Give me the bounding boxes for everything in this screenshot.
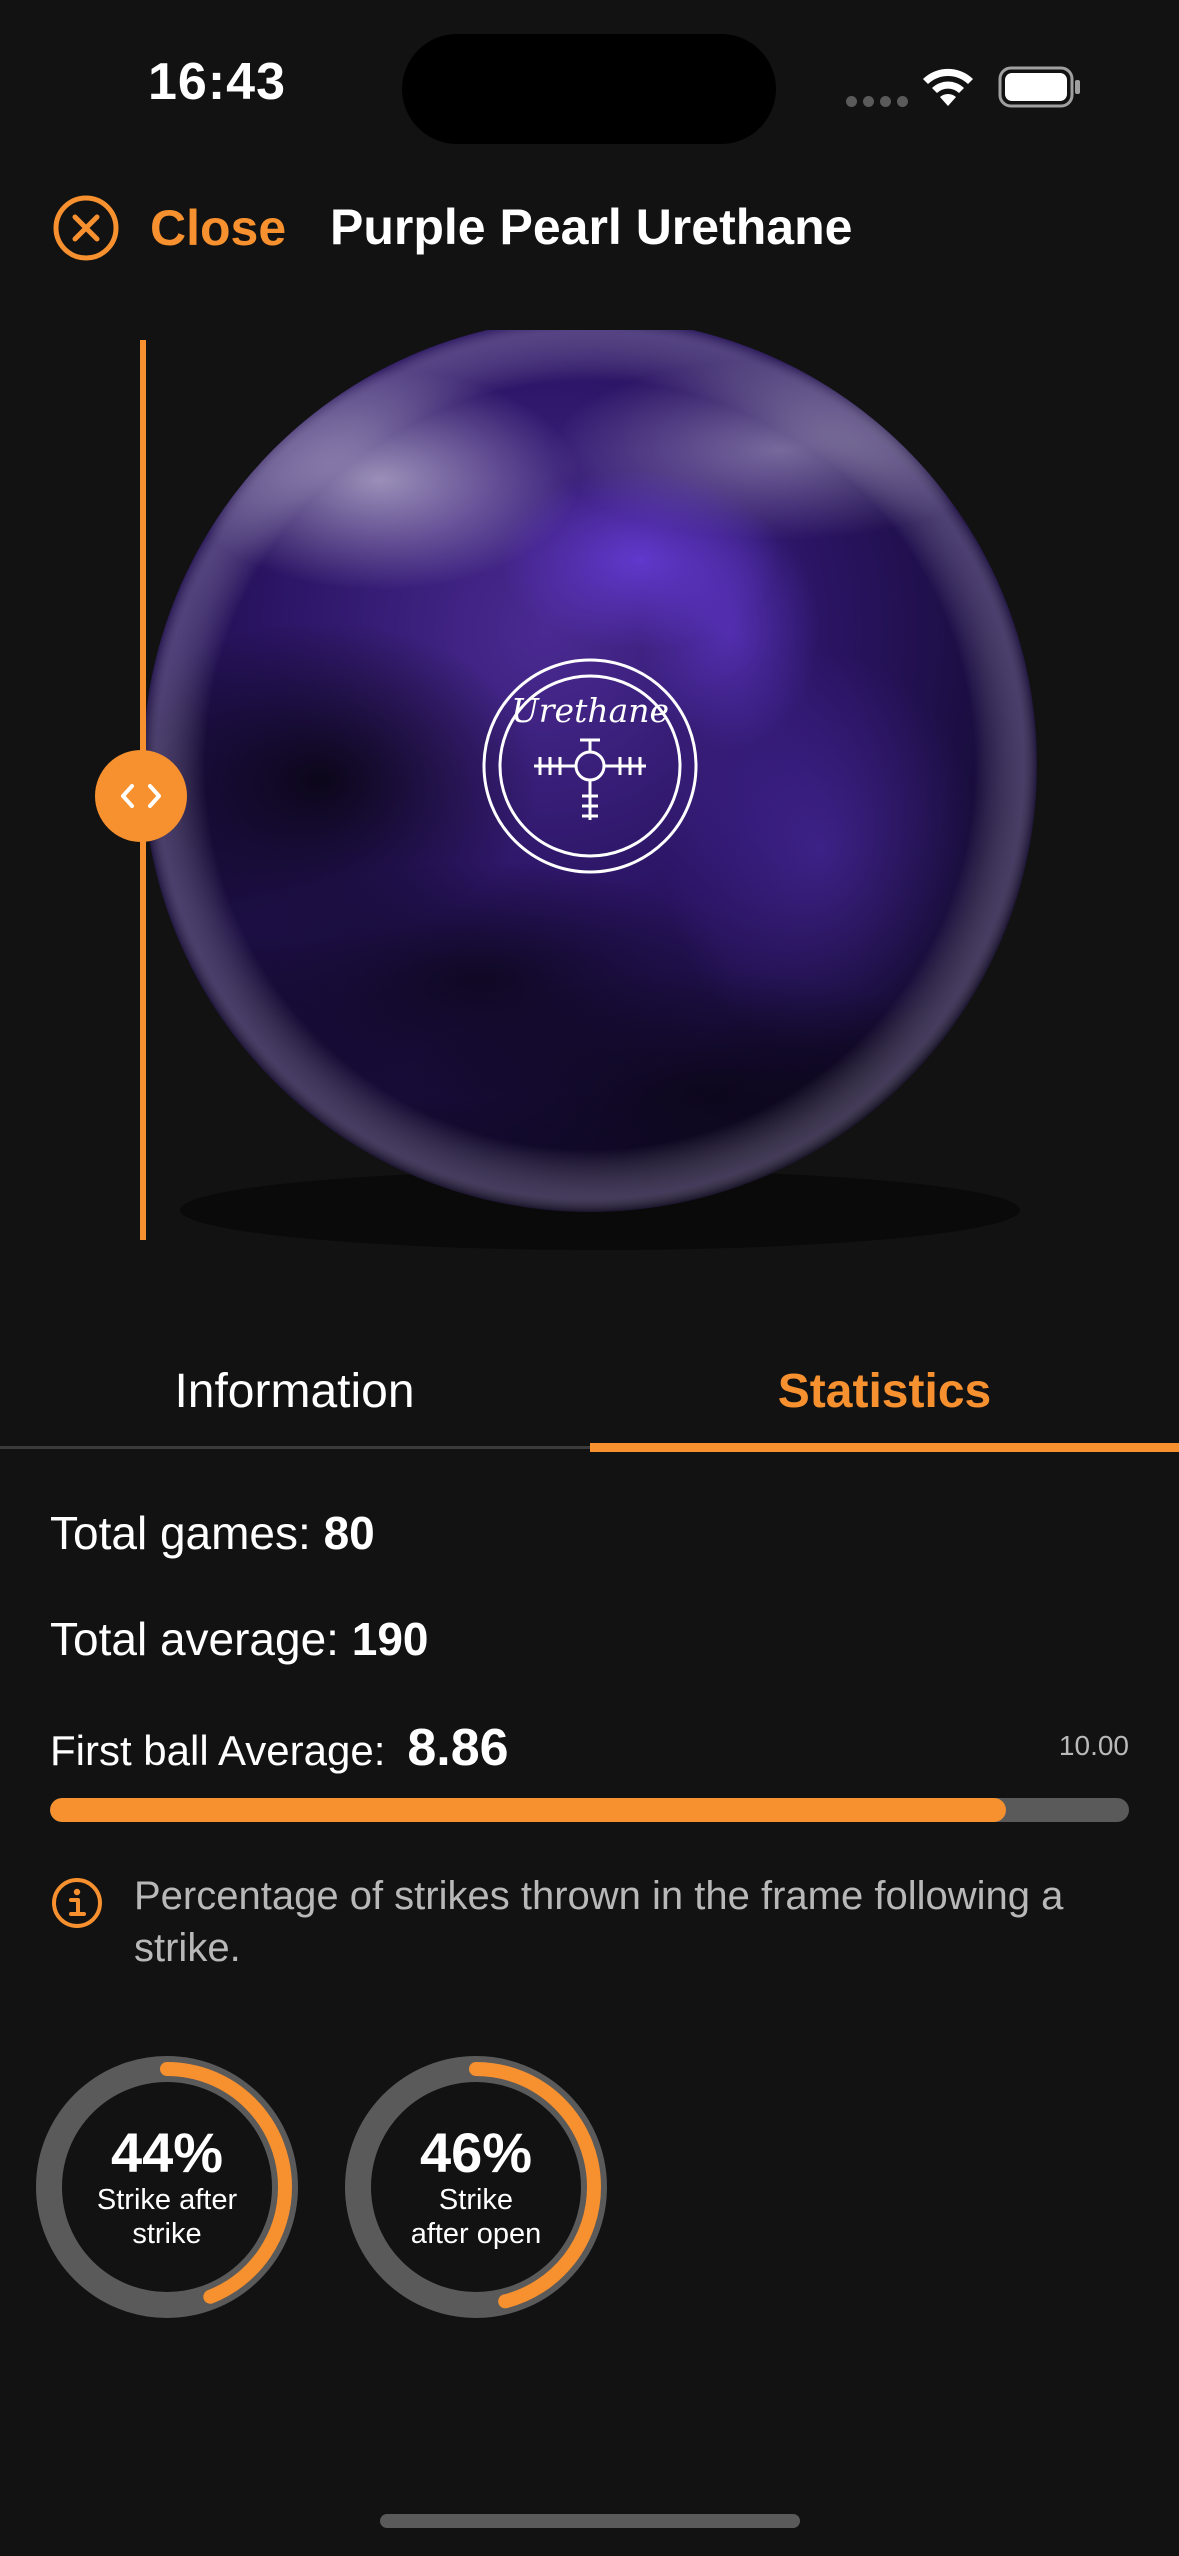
donut-percent: 44% [110, 2121, 224, 2184]
total-average-label: Total average: [50, 1613, 339, 1665]
urethane-logo-text: Urethane [511, 691, 669, 730]
strike-after-open-donut: 46% Strike after open [343, 2054, 609, 2320]
info-text: Percentage of strikes thrown in the fram… [134, 1874, 1064, 1970]
home-indicator[interactable] [380, 2514, 800, 2528]
header: Close Purple Pearl Urethane [0, 190, 1179, 266]
strike-after-strike-donut: 44% Strike after strike [34, 2054, 300, 2320]
active-tab-indicator [590, 1443, 1179, 1452]
close-label: Close [150, 200, 287, 256]
tab-statistics[interactable]: Statistics [777, 1364, 992, 1418]
cellular-signal-icon [846, 96, 908, 107]
info-icon [52, 1878, 102, 1928]
total-games-label: Total games: [50, 1507, 311, 1559]
bowling-ball-image: Urethane [143, 330, 1037, 1250]
donut-label: Strike after open [410, 2184, 542, 2250]
ball-image-area: Urethane [0, 330, 1179, 1250]
close-circle-icon [53, 195, 119, 261]
total-games-value: 80 [323, 1507, 375, 1559]
tab-information[interactable]: Information [174, 1364, 415, 1418]
urethane-logo [482, 658, 698, 874]
battery-icon [998, 66, 1080, 108]
close-button[interactable]: Close [52, 190, 286, 266]
wifi-icon [923, 68, 973, 106]
donut-progress-arc [351, 2062, 601, 2312]
chevron-left-right-icon [121, 784, 161, 808]
info-note: Percentage of strikes thrown in the fram… [50, 1870, 1130, 1974]
first-ball-average-row: First ball Average: 8.86 [50, 1718, 509, 1778]
donut-label: Strike after strike [96, 2184, 238, 2250]
first-ball-average-label: First ball Average: [50, 1727, 386, 1774]
segmented-tabs: Information Statistics [0, 1336, 1179, 1452]
first-ball-progress-bar [50, 1798, 1129, 1822]
donut-percent: 46% [419, 2121, 533, 2184]
page-title: Purple Pearl Urethane [330, 199, 853, 255]
tab-divider [0, 1446, 1179, 1449]
status-time: 16:43 [148, 53, 286, 111]
total-games-row: Total games: 80 [50, 1506, 375, 1560]
dynamic-island [402, 34, 776, 144]
total-average-value: 190 [351, 1613, 429, 1665]
compare-slider-handle[interactable] [95, 750, 187, 842]
total-average-row: Total average: 190 [50, 1612, 429, 1666]
first-ball-progress-fill [50, 1798, 1006, 1822]
first-ball-max-label: 10.00 [1058, 1730, 1129, 1761]
first-ball-average-value: 8.86 [407, 1719, 509, 1777]
donut-progress-arc [42, 2062, 292, 2312]
